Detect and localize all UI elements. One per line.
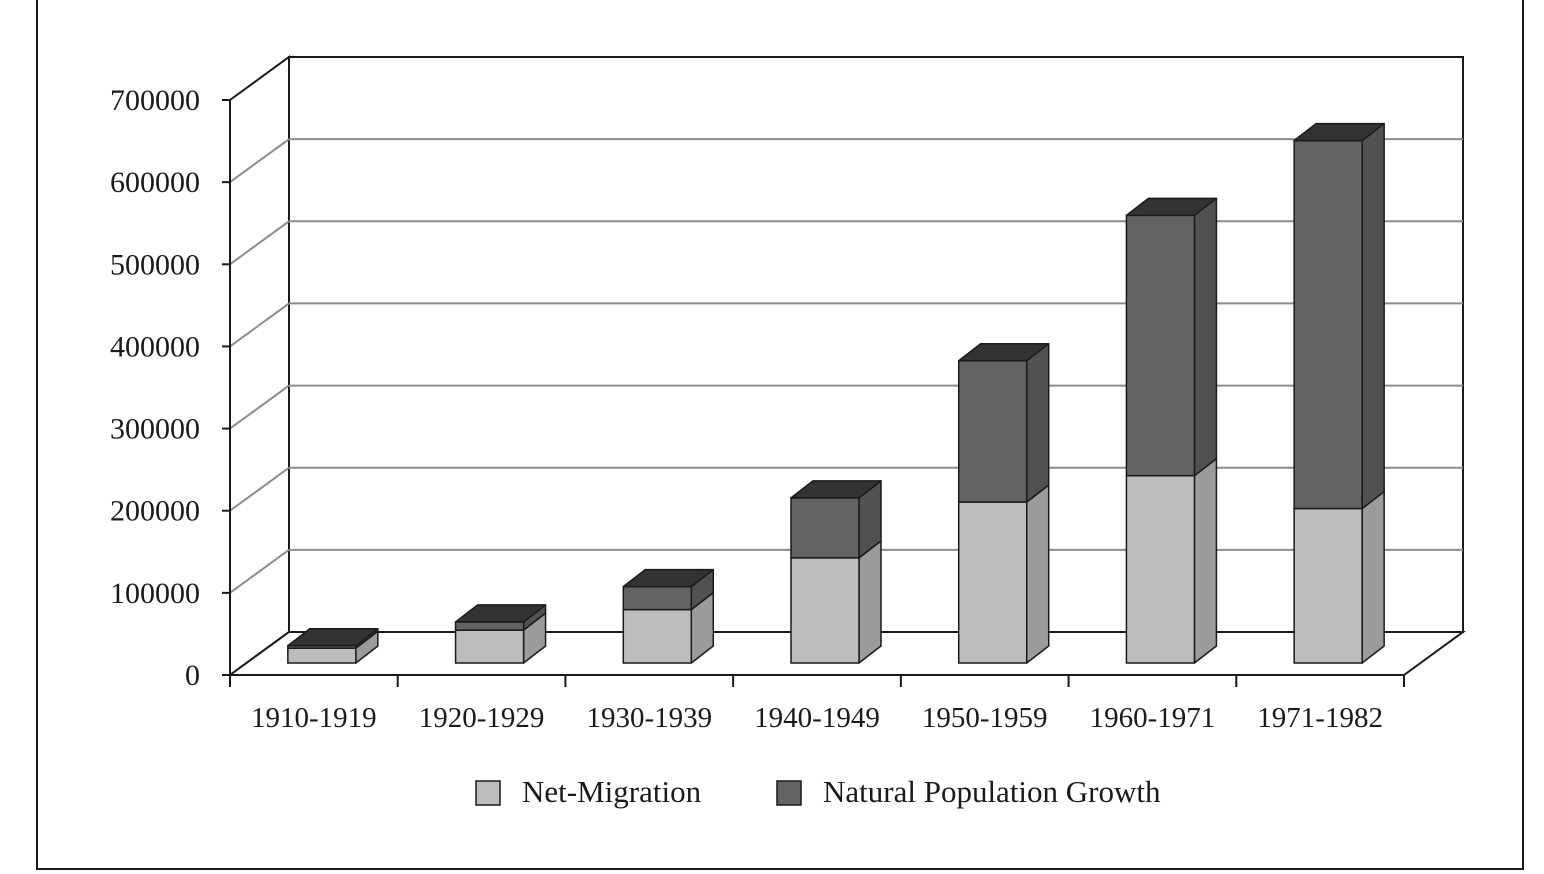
gridline-side bbox=[229, 138, 290, 183]
legend-swatch-net-migration bbox=[475, 780, 501, 806]
bar-net-migration-1940-1949-side bbox=[858, 540, 882, 664]
bar-natural-population-growth-1960-1971-top bbox=[1125, 197, 1218, 217]
x-tick-label-1920-1929: 1920-1929 bbox=[419, 702, 545, 734]
y-tick-label-200000: 200000 bbox=[110, 495, 200, 528]
bar-net-migration-1930-1939-front bbox=[622, 608, 693, 664]
x-tick-label-1950-1959: 1950-1959 bbox=[922, 702, 1048, 734]
legend-label-natural-population-growth: Natural Population Growth bbox=[823, 774, 1161, 809]
gridline-side bbox=[229, 466, 290, 512]
gridline-side bbox=[229, 549, 290, 594]
y-tick-label-600000: 600000 bbox=[110, 166, 200, 199]
bar-net-migration-1960-1971 bbox=[1125, 457, 1218, 664]
bar-1910-1919 bbox=[287, 628, 379, 664]
bar-natural-population-growth-1971-1982-front bbox=[1293, 139, 1363, 510]
y-tick-label-400000: 400000 bbox=[110, 330, 200, 363]
bar-1950-1959 bbox=[957, 342, 1050, 664]
bar-natural-population-growth-1910-1919-top bbox=[287, 628, 379, 647]
bar-natural-population-growth-1950-1959-front bbox=[957, 359, 1028, 503]
bar-1920-1929 bbox=[454, 604, 547, 664]
bar-net-migration-1960-1971-front bbox=[1125, 474, 1196, 664]
bar-natural-population-growth-1910-1919 bbox=[287, 628, 379, 649]
axes bbox=[229, 100, 1404, 685]
bar-1940-1949 bbox=[790, 480, 882, 664]
bar-natural-population-growth-1950-1959-side bbox=[1025, 342, 1050, 503]
side-wall bbox=[229, 55, 290, 677]
bar-natural-population-growth-1971-1982 bbox=[1293, 122, 1385, 510]
bar-natural-population-growth-1930-1939 bbox=[622, 568, 715, 611]
bar-natural-population-growth-1920-1929-top bbox=[454, 604, 547, 623]
y-tick-label-0: 0 bbox=[185, 659, 200, 692]
legend: Net-Migration Natural Population Growth bbox=[475, 774, 1161, 809]
bar-natural-population-growth-1940-1949-front bbox=[790, 497, 860, 559]
legend-swatch-natural-population-growth bbox=[776, 780, 802, 806]
bar-natural-population-growth-1940-1949-top bbox=[790, 480, 882, 499]
bar-natural-population-growth-1960-1971-side bbox=[1193, 197, 1218, 477]
bar-net-migration-1971-1982-side bbox=[1361, 490, 1385, 664]
x-tick-label-1910-1919: 1910-1919 bbox=[251, 702, 377, 734]
bar-net-migration-1930-1939 bbox=[622, 591, 715, 664]
x-tick-label-1960-1971: 1960-1971 bbox=[1090, 702, 1216, 734]
y-tick-label-300000: 300000 bbox=[110, 413, 200, 446]
x-tick-label-1971-1982: 1971-1982 bbox=[1257, 702, 1383, 734]
bar-net-migration-1950-1959 bbox=[957, 484, 1050, 664]
bar-1930-1939 bbox=[622, 568, 715, 664]
bar-net-migration-1920-1929-front bbox=[454, 629, 525, 664]
bar-net-migration-1971-1982 bbox=[1293, 490, 1385, 664]
bar-natural-population-growth-1920-1929-front bbox=[454, 621, 525, 631]
bar-natural-population-growth-1950-1959-top bbox=[957, 342, 1050, 362]
bar-net-migration-1950-1959-front bbox=[957, 501, 1028, 664]
bar-natural-population-growth-1960-1971-front bbox=[1125, 214, 1196, 477]
bar-natural-population-growth-1950-1959 bbox=[957, 342, 1050, 503]
gridline-side bbox=[229, 302, 290, 348]
bar-natural-population-growth-1971-1982-top bbox=[1293, 122, 1385, 142]
x-axis-ticks: 1910-1919 1920-1929 1930-1939 1940-1949 1950… bbox=[229, 675, 1405, 734]
y-tick-label-100000: 100000 bbox=[110, 577, 200, 610]
bar-net-migration-1920-1929 bbox=[454, 612, 547, 664]
x-tick-label-1940-1949: 1940-1949 bbox=[754, 702, 880, 734]
bar-net-migration-1910-1919-front bbox=[287, 647, 357, 664]
bars bbox=[287, 122, 1385, 664]
legend-item-net-migration: Net-Migration bbox=[475, 774, 702, 809]
bar-natural-population-growth-1920-1929 bbox=[454, 604, 547, 631]
bar-net-migration-1960-1971-side bbox=[1193, 457, 1218, 664]
legend-item-natural-population-growth: Natural Population Growth bbox=[776, 774, 1161, 809]
gridline-side bbox=[229, 384, 290, 430]
bar-net-migration-1950-1959-side bbox=[1025, 484, 1050, 664]
legend-label-net-migration: Net-Migration bbox=[522, 774, 702, 809]
y-axis-ticks: 0 100000 200000 300000 400000 500000 600000 700… bbox=[110, 84, 230, 692]
bar-natural-population-growth-1960-1971 bbox=[1125, 197, 1218, 477]
bar-natural-population-growth-1930-1939-front bbox=[622, 585, 693, 611]
x-tick-label-1930-1939: 1930-1939 bbox=[586, 702, 712, 734]
gridline-side bbox=[229, 220, 290, 266]
bar-natural-population-growth-1930-1939-top bbox=[622, 568, 715, 588]
bar-net-migration-1940-1949-front bbox=[790, 557, 860, 664]
y-tick-label-700000: 700000 bbox=[110, 84, 200, 117]
bar-net-migration-1940-1949 bbox=[790, 540, 882, 664]
y-tick-label-500000: 500000 bbox=[110, 248, 200, 281]
bar-natural-population-growth-1940-1949 bbox=[790, 480, 882, 559]
bar-1971-1982 bbox=[1293, 122, 1385, 664]
bar-net-migration-1971-1982-front bbox=[1293, 507, 1363, 664]
bar-1960-1971 bbox=[1125, 197, 1218, 664]
bar-natural-population-growth-1971-1982-side bbox=[1361, 122, 1385, 510]
